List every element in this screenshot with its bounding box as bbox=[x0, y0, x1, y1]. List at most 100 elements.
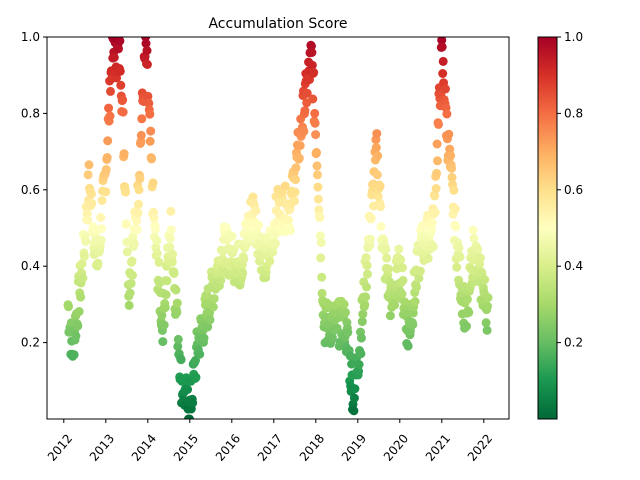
scatter-point bbox=[238, 269, 247, 278]
x-tick-label: 2022 bbox=[465, 431, 495, 463]
scatter-point bbox=[441, 84, 450, 93]
colorbar-tick-label: 0.2 bbox=[564, 336, 583, 350]
scatter-point bbox=[386, 311, 395, 320]
scatter-point bbox=[170, 269, 179, 278]
scatter-point bbox=[350, 394, 359, 403]
scatter-point bbox=[102, 165, 111, 174]
scatter-point bbox=[106, 112, 115, 121]
scatter-point bbox=[168, 258, 177, 267]
scatter-point bbox=[133, 225, 142, 234]
colorbar-tick-label: 0.6 bbox=[564, 183, 583, 197]
scatter-point bbox=[433, 156, 442, 165]
scatter-point bbox=[135, 185, 144, 194]
scatter-point bbox=[152, 236, 161, 245]
scatter-point bbox=[372, 143, 381, 152]
scatter-point bbox=[96, 213, 105, 222]
scatter-point bbox=[311, 119, 320, 128]
scatter-point bbox=[295, 154, 304, 163]
scatter-point bbox=[349, 406, 358, 415]
scatter-point bbox=[382, 254, 391, 263]
scatter-point bbox=[135, 174, 144, 183]
scatter-point bbox=[356, 349, 365, 358]
scatter-point bbox=[291, 188, 300, 197]
scatter-point bbox=[110, 53, 119, 62]
scatter-point bbox=[300, 106, 309, 115]
scatter-point bbox=[442, 110, 451, 119]
x-tick-label: 2012 bbox=[45, 431, 75, 463]
scatter-point bbox=[130, 239, 139, 248]
scatter-point bbox=[473, 245, 482, 254]
scatter-point bbox=[183, 385, 192, 394]
scatter-point bbox=[317, 238, 326, 247]
scatter-point bbox=[439, 57, 448, 66]
scatter-point bbox=[206, 315, 215, 324]
scatter-point bbox=[373, 170, 382, 179]
scatter-point bbox=[396, 255, 405, 264]
scatter-point bbox=[71, 332, 80, 341]
scatter-point bbox=[271, 239, 280, 248]
scatter-point bbox=[366, 235, 375, 244]
scatter-point bbox=[137, 131, 146, 140]
scatter-point bbox=[254, 221, 263, 230]
scatter-point bbox=[146, 127, 155, 136]
y-tick-label: 0.8 bbox=[21, 106, 40, 120]
chart-title: Accumulation Score bbox=[208, 16, 347, 32]
scatter-point bbox=[428, 218, 437, 227]
scatter-point bbox=[438, 42, 447, 51]
scatter-point bbox=[384, 265, 393, 274]
scatter-point bbox=[343, 328, 352, 337]
scatter-point bbox=[161, 303, 170, 312]
scatter-point bbox=[147, 154, 156, 163]
colorbar-tick-label: 0.8 bbox=[564, 106, 583, 120]
scatter-point bbox=[163, 276, 172, 285]
scatter-point bbox=[122, 219, 131, 228]
scatter-point bbox=[291, 175, 300, 184]
scatter-point bbox=[73, 322, 82, 331]
scatter-point bbox=[85, 160, 94, 169]
scatter-point bbox=[134, 200, 143, 209]
scatter-point bbox=[173, 299, 182, 308]
scatter-point bbox=[398, 290, 407, 299]
x-tick-label: 2015 bbox=[171, 431, 201, 463]
scatter-point bbox=[444, 130, 453, 139]
scatter-point bbox=[431, 208, 440, 217]
scatter-point bbox=[78, 274, 87, 283]
scatter-point bbox=[290, 196, 299, 205]
y-tick-label: 0.4 bbox=[21, 259, 40, 273]
scatter-point bbox=[434, 120, 443, 129]
scatter-point bbox=[216, 276, 225, 285]
scatter-point bbox=[286, 226, 295, 235]
scatter-point bbox=[137, 114, 146, 123]
scatter-point bbox=[313, 170, 322, 179]
scatter-point bbox=[315, 213, 324, 222]
scatter-point bbox=[127, 279, 136, 288]
scatter-point bbox=[307, 48, 316, 57]
scatter-point bbox=[64, 302, 73, 311]
scatter-point bbox=[456, 252, 465, 261]
scatter-point bbox=[360, 300, 369, 309]
scatter-point bbox=[168, 250, 177, 259]
scatter-point bbox=[416, 267, 425, 276]
scatter-point bbox=[314, 195, 323, 204]
scatter-point bbox=[188, 398, 197, 407]
scatter-point bbox=[192, 373, 201, 382]
scatter-point bbox=[98, 196, 107, 205]
scatter-point bbox=[121, 188, 130, 197]
scatter-point bbox=[128, 257, 137, 266]
scatter-point bbox=[209, 303, 218, 312]
scatter-point bbox=[394, 245, 403, 254]
scatter-point bbox=[115, 36, 124, 45]
scatter-point bbox=[446, 151, 455, 160]
scatter-point bbox=[292, 163, 301, 172]
scatter-point bbox=[103, 153, 112, 162]
x-tick-label: 2020 bbox=[381, 431, 411, 463]
scatter-point bbox=[355, 360, 364, 369]
scatter-point bbox=[411, 297, 420, 306]
scatter-point bbox=[145, 110, 154, 119]
scatter-point bbox=[476, 254, 485, 263]
scatter-point bbox=[398, 263, 407, 272]
scatter-point bbox=[313, 161, 322, 170]
scatter-point bbox=[158, 337, 167, 346]
scatter-point bbox=[310, 109, 319, 118]
scatter-point bbox=[167, 225, 176, 234]
